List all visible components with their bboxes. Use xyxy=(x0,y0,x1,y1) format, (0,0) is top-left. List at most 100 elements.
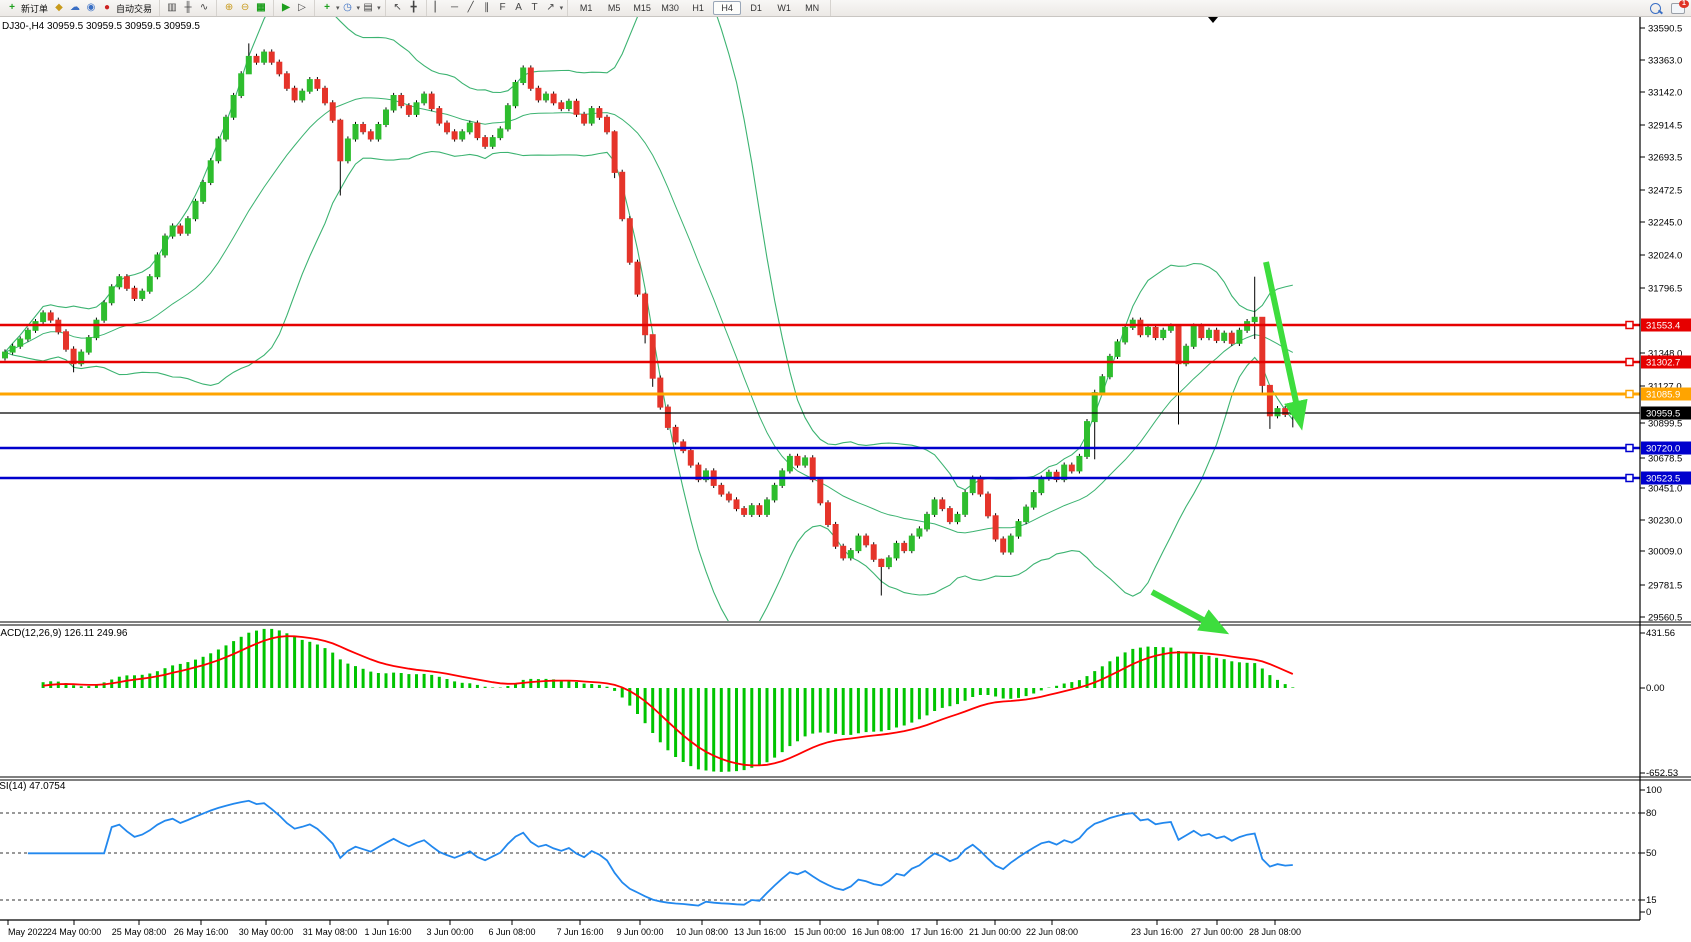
annotation-arrow-2[interactable] xyxy=(1150,589,1230,635)
fibonacci-icon[interactable]: F xyxy=(499,2,506,13)
svg-text:30899.5: 30899.5 xyxy=(1648,419,1682,430)
macd-signal-line xyxy=(42,635,1294,767)
account-icon[interactable]: ☁ xyxy=(70,2,81,13)
main-pane xyxy=(0,16,1640,621)
order-group: + 新订单 ◆ ☁ ◉ ● 自动交易 xyxy=(0,0,161,16)
timeframe-mn[interactable]: MN xyxy=(805,3,820,13)
svg-text:31 May 08:00: 31 May 08:00 xyxy=(303,927,358,937)
timeframe-m1[interactable]: M1 xyxy=(579,3,593,13)
cursor-group: ↖ ╋ xyxy=(386,0,427,16)
svg-text:100: 100 xyxy=(1646,785,1662,796)
line-chart-icon[interactable]: ∿ xyxy=(199,2,209,13)
svg-text:32024.0: 32024.0 xyxy=(1648,251,1682,262)
timeframe-h1[interactable]: H1 xyxy=(692,3,704,13)
timeframe-d1[interactable]: D1 xyxy=(750,3,762,13)
price-tag-30959.5 xyxy=(1641,406,1691,420)
tile-windows-icon[interactable]: ▦ xyxy=(256,2,266,13)
svg-text:22 Jun 08:00: 22 Jun 08:00 xyxy=(1026,927,1078,937)
svg-text:32472.5: 32472.5 xyxy=(1648,186,1682,197)
svg-text:7 Jun 16:00: 7 Jun 16:00 xyxy=(556,927,603,937)
svg-text:33142.0: 33142.0 xyxy=(1648,88,1682,99)
svg-text:10 Jun 08:00: 10 Jun 08:00 xyxy=(676,927,728,937)
history-icon[interactable]: ◆ xyxy=(55,2,63,13)
auto-trading-label[interactable]: 自动交易 xyxy=(116,3,153,14)
timeframe-h4[interactable]: H4 xyxy=(713,1,742,15)
crosshair-icon[interactable]: ╋ xyxy=(410,2,417,13)
new-order-icon[interactable]: + xyxy=(9,2,15,13)
svg-text:31127.0: 31127.0 xyxy=(1648,382,1682,393)
bar-chart-icon[interactable]: ▥ xyxy=(167,2,177,13)
notifications-icon[interactable]: 1 xyxy=(1671,0,1689,14)
cursor-icon[interactable]: ↖ xyxy=(393,2,402,13)
chart-shift-icon[interactable]: ▷ xyxy=(298,2,306,13)
hline-handle-30523.5[interactable] xyxy=(1625,473,1634,483)
svg-text:30230.0: 30230.0 xyxy=(1648,516,1682,527)
macd-info-label: MACD(12,26,9) 126.11 249.96 xyxy=(0,628,128,639)
hline-handle-31302.7[interactable] xyxy=(1625,357,1634,367)
main-toolbar: + 新订单 ◆ ☁ ◉ ● 自动交易 ▥ ╫ ∿ ⊕ ⊖ ▦ ▶ ▷ + ▾ ◷ ▾… xyxy=(0,0,1691,17)
vertical-line-icon[interactable]: ▏ xyxy=(434,2,443,13)
signal-icon[interactable]: ◉ xyxy=(86,2,96,13)
auto-scroll-icon[interactable]: ▶ xyxy=(282,2,290,13)
svg-text:29560.5: 29560.5 xyxy=(1648,613,1682,624)
price-tag-31085.9 xyxy=(1641,387,1691,401)
price-tag-30523.5 xyxy=(1641,471,1691,485)
timeframe-m15[interactable]: M15 xyxy=(633,3,651,13)
text-label-icon[interactable]: T xyxy=(531,2,538,13)
notification-badge: 1 xyxy=(1679,0,1689,8)
svg-text:32693.5: 32693.5 xyxy=(1648,153,1682,164)
hline-handle-30720.0[interactable] xyxy=(1625,443,1634,453)
svg-text:31302.7: 31302.7 xyxy=(1646,358,1680,369)
templates-icon[interactable]: ▤ xyxy=(363,2,373,13)
svg-text:30451.0: 30451.0 xyxy=(1648,484,1682,495)
svg-text:26 May 16:00: 26 May 16:00 xyxy=(174,927,229,937)
axis-labels: 33590.5 33363.0 33142.0 32914.5 32693.5 32472… xyxy=(7,24,1691,937)
timeframe-m30[interactable]: M30 xyxy=(661,3,679,13)
new-order-label[interactable]: 新订单 xyxy=(21,3,49,14)
rsi-pane xyxy=(0,799,1640,907)
indicators-icon[interactable]: + xyxy=(324,2,330,13)
svg-text:31348.0: 31348.0 xyxy=(1648,349,1682,360)
svg-text:0.00: 0.00 xyxy=(1646,683,1665,694)
hline-handle-31553.4[interactable] xyxy=(1625,320,1634,330)
svg-text:16 Jun 08:00: 16 Jun 08:00 xyxy=(852,927,904,937)
channel-icon[interactable]: ∥ xyxy=(484,2,490,13)
arrows-tool-icon[interactable]: ↗ xyxy=(546,2,555,13)
horizontal-line-icon[interactable]: ─ xyxy=(451,2,459,13)
svg-text:3 Jun 00:00: 3 Jun 00:00 xyxy=(426,927,473,937)
svg-text:6 Jun 08:00: 6 Jun 08:00 xyxy=(488,927,535,937)
svg-text:15 Jun 00:00: 15 Jun 00:00 xyxy=(794,927,846,937)
price-tag-31553.4 xyxy=(1641,318,1691,332)
trendline-icon[interactable]: ╱ xyxy=(467,2,474,13)
zoom-group: ⊕ ⊖ ▦ xyxy=(217,0,275,16)
periods-dropdown-icon[interactable]: ▾ xyxy=(356,5,361,12)
arrows-dropdown-icon[interactable]: ▾ xyxy=(559,5,564,12)
zoom-in-icon[interactable]: ⊕ xyxy=(224,2,234,13)
zoom-out-icon[interactable]: ⊖ xyxy=(240,2,250,13)
svg-text:30678.5: 30678.5 xyxy=(1648,454,1682,465)
search-icon[interactable] xyxy=(1650,2,1661,14)
svg-text:21 Jun 00:00: 21 Jun 00:00 xyxy=(969,927,1021,937)
toolbar-right-group: 1 xyxy=(1646,0,1691,16)
periods-icon[interactable]: ◷ xyxy=(343,2,352,13)
templates-dropdown-icon[interactable]: ▾ xyxy=(377,5,381,12)
indicators-dropdown-icon[interactable]: ▾ xyxy=(336,5,340,12)
bollinger-upper-band xyxy=(4,16,1293,491)
svg-text:May 2022: May 2022 xyxy=(8,927,48,937)
svg-text:33590.5: 33590.5 xyxy=(1648,24,1682,35)
price-tag-30720.0 xyxy=(1641,441,1691,455)
candlestick-chart-icon[interactable]: ╫ xyxy=(184,2,192,13)
timeframe-m5[interactable]: M5 xyxy=(607,3,621,13)
chart-shift-marker[interactable] xyxy=(1208,17,1218,23)
auto-trading-icon[interactable]: ● xyxy=(103,2,111,13)
svg-text:28 Jun 08:00: 28 Jun 08:00 xyxy=(1249,927,1301,937)
timeframe-w1[interactable]: W1 xyxy=(777,3,791,13)
text-icon[interactable]: A xyxy=(515,2,522,13)
svg-text:30 May 00:00: 30 May 00:00 xyxy=(239,927,294,937)
bollinger-lower-band xyxy=(4,150,1294,621)
annotation-arrow-1[interactable] xyxy=(1263,261,1308,431)
svg-text:24 May 00:00: 24 May 00:00 xyxy=(47,927,102,937)
hline-handle-31085.9[interactable] xyxy=(1625,389,1634,399)
